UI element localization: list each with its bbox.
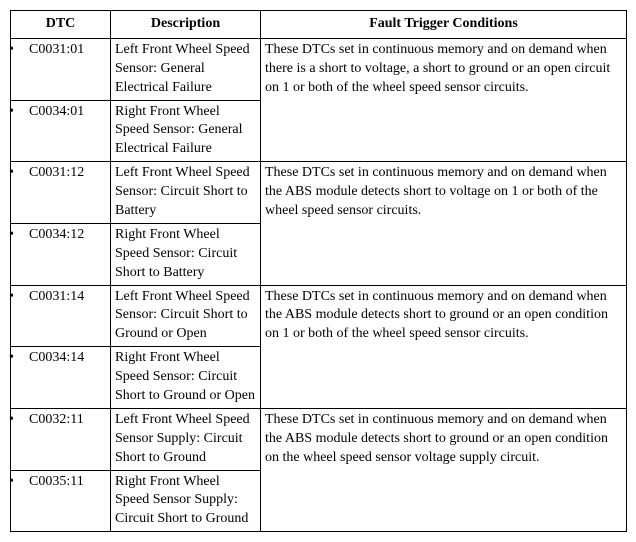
dtc-code: C0031:12: [29, 165, 84, 180]
dtc-cell: •C0034:14: [11, 347, 111, 409]
table-row: •C0031:01Left Front Wheel Speed Sensor: …: [11, 38, 627, 100]
header-fault: Fault Trigger Conditions: [261, 11, 627, 39]
description-cell: Left Front Wheel Speed Sensor Supply: Ci…: [111, 408, 261, 470]
table-row: •C0032:11Left Front Wheel Speed Sensor S…: [11, 408, 627, 470]
bullet-icon: •: [19, 226, 29, 245]
header-description: Description: [111, 11, 261, 39]
description-cell: Right Front Wheel Speed Sensor: Circuit …: [111, 347, 261, 409]
bullet-icon: •: [19, 411, 29, 430]
dtc-code: C0031:14: [29, 289, 84, 304]
bullet-icon: •: [19, 103, 29, 122]
table-row: •C0031:14Left Front Wheel Speed Sensor: …: [11, 285, 627, 347]
fault-cell: These DTCs set in continuous memory and …: [261, 408, 627, 531]
dtc-code: C0034:01: [29, 104, 84, 119]
bullet-icon: •: [19, 164, 29, 183]
bullet-icon: •: [19, 349, 29, 368]
dtc-code: C0034:12: [29, 227, 84, 242]
dtc-table-body: •C0031:01Left Front Wheel Speed Sensor: …: [11, 38, 627, 531]
bullet-icon: •: [19, 288, 29, 307]
description-cell: Left Front Wheel Speed Sensor: Circuit S…: [111, 162, 261, 224]
header-row: DTC Description Fault Trigger Conditions: [11, 11, 627, 39]
bullet-icon: •: [19, 41, 29, 60]
header-dtc: DTC: [11, 11, 111, 39]
description-cell: Right Front Wheel Speed Sensor Supply: C…: [111, 470, 261, 532]
dtc-cell: •C0031:14: [11, 285, 111, 347]
dtc-cell: •C0031:12: [11, 162, 111, 224]
description-cell: Left Front Wheel Speed Sensor: General E…: [111, 38, 261, 100]
bullet-icon: •: [19, 473, 29, 492]
dtc-table: DTC Description Fault Trigger Conditions…: [10, 10, 627, 532]
dtc-cell: •C0031:01: [11, 38, 111, 100]
description-cell: Right Front Wheel Speed Sensor: Circuit …: [111, 223, 261, 285]
dtc-cell: •C0032:11: [11, 408, 111, 470]
dtc-cell: •C0035:11: [11, 470, 111, 532]
dtc-code: C0032:11: [29, 412, 84, 427]
dtc-code: C0034:14: [29, 350, 84, 365]
dtc-code: C0035:11: [29, 474, 84, 489]
description-cell: Right Front Wheel Speed Sensor: General …: [111, 100, 261, 162]
fault-cell: These DTCs set in continuous memory and …: [261, 38, 627, 161]
fault-cell: These DTCs set in continuous memory and …: [261, 285, 627, 408]
fault-cell: These DTCs set in continuous memory and …: [261, 162, 627, 285]
table-row: •C0031:12Left Front Wheel Speed Sensor: …: [11, 162, 627, 224]
dtc-cell: •C0034:12: [11, 223, 111, 285]
dtc-code: C0031:01: [29, 42, 84, 57]
description-cell: Left Front Wheel Speed Sensor: Circuit S…: [111, 285, 261, 347]
dtc-cell: •C0034:01: [11, 100, 111, 162]
